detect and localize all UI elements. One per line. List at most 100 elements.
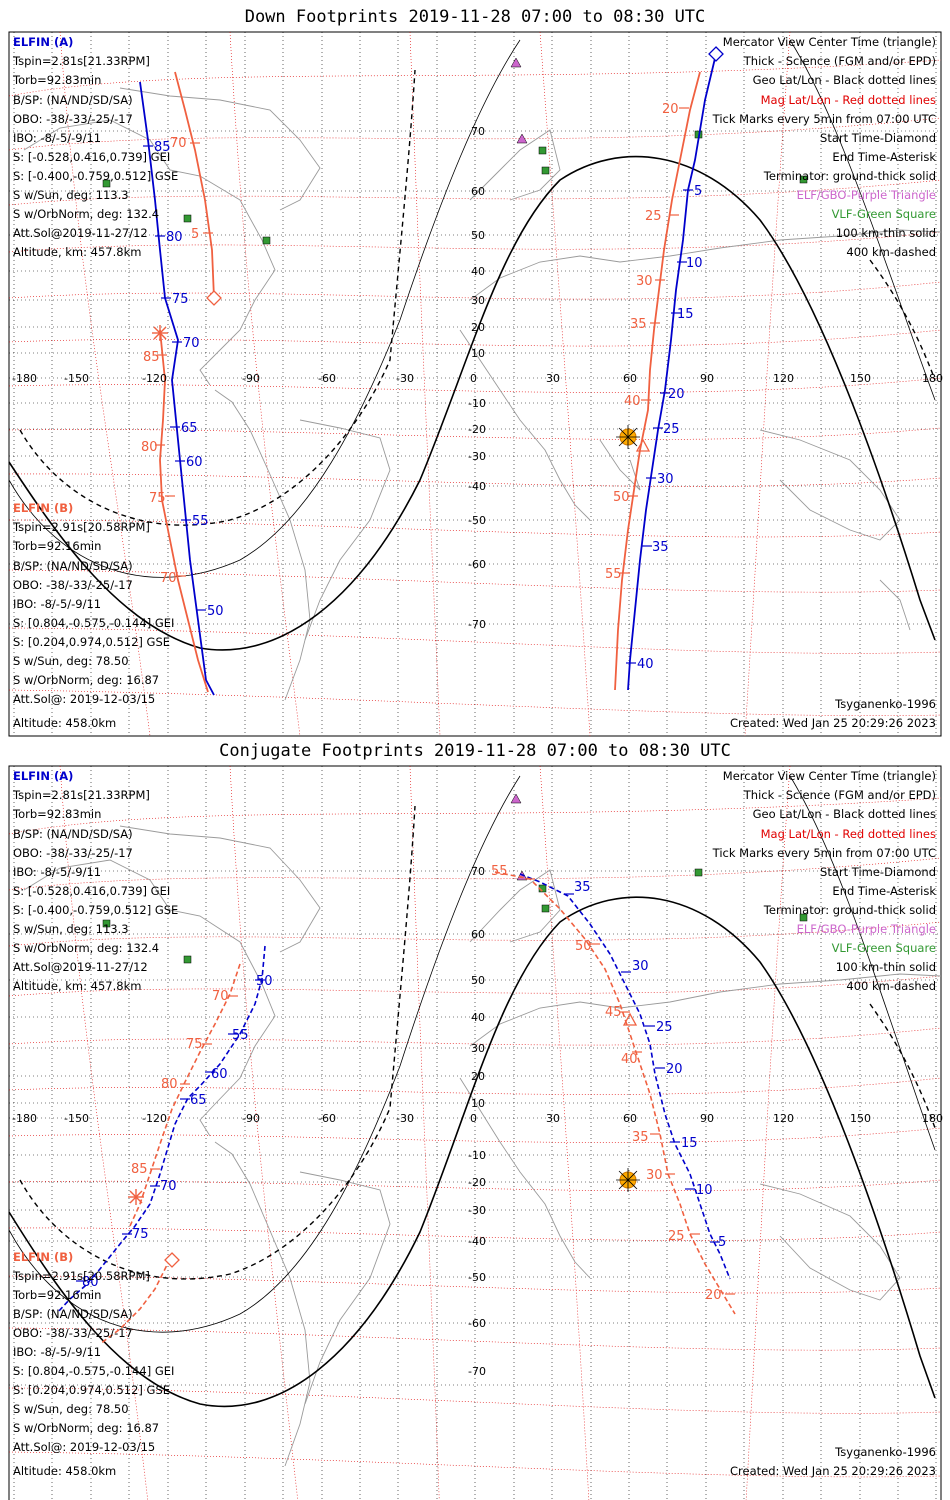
elfin-b-tick-label: 5	[191, 227, 199, 242]
info-line: Att.Sol@: 2019-12-03/15	[13, 692, 155, 706]
elfin-a-tick-label: 5	[718, 1235, 726, 1250]
elfin-a-name: ELFIN (A)	[13, 769, 73, 783]
elfin-a-tick-label: 35	[574, 880, 591, 895]
elfin-b-info: ELFIN (B) Tspin=2.91s[20.58RPM] Torb=92.…	[12, 501, 174, 730]
lat-label: 60	[471, 185, 485, 198]
elfin-b-tick-label: 75	[149, 491, 166, 506]
lat-label: -30	[468, 1204, 486, 1217]
elfin-a-ticks	[76, 893, 720, 1282]
info-line: Altitude, km: 457.8km	[13, 245, 141, 259]
elfin-a-tick-label: 10	[686, 256, 703, 271]
terminator-100km-east	[789, 775, 936, 1151]
elfin-b-tick-label: 45	[605, 1005, 622, 1020]
lat-label: 30	[471, 1042, 485, 1055]
info-line: IBO: -8/-5/-9/11	[13, 1345, 101, 1359]
lon-label: -60	[318, 1112, 336, 1125]
elfin-b-tick-label: 30	[646, 1168, 663, 1183]
lon-label: 150	[850, 372, 871, 385]
lon-label: 120	[773, 372, 794, 385]
info-line: S: [-0.528,0.416,0.739] GEI	[13, 884, 170, 898]
panel-title: Down Footprints 2019-11-28 07:00 to 08:3…	[245, 7, 706, 27]
legend-item: Geo Lat/Lon - Black dotted lines	[753, 73, 936, 87]
lat-label: 20	[471, 321, 485, 334]
lat-label: -70	[468, 618, 486, 631]
elfin-a-tick-label: 20	[666, 1062, 683, 1077]
info-line: S w/Sun, deg: 113.3	[13, 922, 129, 936]
elfin-b-tick-label: 25	[645, 209, 662, 224]
legend-item: ELF/GBO-Purple Triangle	[797, 188, 936, 202]
info-line: Torb=92.83min	[12, 73, 101, 87]
elfin-b-tick-label: 70	[160, 571, 177, 586]
info-line: S: [0.204,0.974,0.512] GSE	[13, 635, 170, 649]
elfin-b-ticks	[150, 878, 735, 1295]
elfin-b-start-diamond	[206, 290, 222, 306]
geo-grid-longitudes	[13, 32, 937, 736]
legend-item: ELF/GBO-Purple Triangle	[797, 922, 936, 936]
info-line: IBO: -8/-5/-9/11	[13, 131, 101, 145]
mag-grid	[8, 765, 942, 1500]
lat-tick-labels: 70 60 50 40 30 20 10 0 -10 -20 -30 -40 -…	[468, 865, 486, 1378]
info-line: Altitude: 458.0km	[13, 1464, 116, 1478]
terminator-400km	[19, 69, 416, 526]
elfin-b-end-asterisk	[152, 325, 168, 341]
elfin-b-tick-label: 55	[605, 567, 622, 582]
legend-item: Terminator: ground-thick solid	[763, 169, 936, 183]
elfin-b-tick-label: 50	[613, 490, 630, 505]
legend-item: End Time-Asterisk	[832, 884, 936, 898]
elfin-a-tick-label: 30	[632, 959, 649, 974]
elfin-b-time-labels: 70 75 80 85 55 50 45 40 35 30 25 20	[131, 864, 722, 1303]
lon-label: 30	[546, 372, 560, 385]
lon-tick-labels: -180 -150 -120 -90 -60 -30 0 30 60 90 12…	[12, 1112, 943, 1125]
elfin-b-tick-label: 20	[662, 102, 679, 117]
lon-label: -120	[142, 1112, 167, 1125]
info-line: Att.Sol@: 2019-12-03/15	[13, 1440, 155, 1454]
info-line: S w/Sun, deg: 78.50	[13, 654, 129, 668]
lon-label: -150	[64, 372, 89, 385]
lon-label: -30	[396, 1112, 414, 1125]
terminator-100km-east	[789, 39, 936, 401]
elfin-a-start-diamond	[708, 46, 724, 62]
lat-label: 10	[471, 1097, 485, 1110]
info-line: Altitude, km: 457.8km	[13, 979, 141, 993]
legend-item: Start Time-Diamond	[820, 865, 936, 879]
elfin-a-tick-label: 85	[154, 140, 171, 155]
info-line: Tspin=2.91s[20.58RPM]	[12, 1269, 150, 1283]
lat-label: -50	[468, 1271, 486, 1284]
info-line: B/SP: (NA/ND/SD/SA)	[13, 1307, 133, 1321]
lat-label: 70	[471, 865, 485, 878]
elfin-a-track	[57, 873, 731, 1313]
elfin-a-time-labels: 85 80 75 70 65 60 55 50 5 10 15 20 25 30…	[154, 140, 703, 672]
lon-label: -150	[64, 1112, 89, 1125]
elfin-b-track	[159, 71, 701, 693]
lat-tick-labels: 70 60 50 40 30 20 10 0 -10 -20 -30 -40 -…	[468, 125, 486, 631]
vlf-stations	[102, 868, 808, 964]
terminator-100km	[8, 775, 521, 1333]
legend-item: 400 km-dashed	[846, 245, 936, 259]
info-line: Att.Sol@2019-11-27/12	[13, 226, 148, 240]
elfin-b-tick-label: 80	[141, 440, 158, 455]
lat-label: 60	[471, 928, 485, 941]
elfin-a-tick-label: 80	[166, 230, 183, 245]
legend-item: VLF-Green Square	[832, 941, 936, 955]
info-line: S: [0.804,-0.575,-0.144] GEI	[13, 616, 174, 630]
info-line: Tspin=2.81s[21.33RPM]	[12, 788, 150, 802]
lat-label: 50	[471, 974, 485, 987]
coastlines	[23, 87, 942, 701]
info-line: OBO: -38/-33/-25/-17	[13, 846, 133, 860]
legend: Mercator View Center Time (triangle) Thi…	[712, 769, 937, 993]
lat-label: -10	[468, 1149, 486, 1162]
info-line: Torb=92.83min	[12, 807, 101, 821]
elfin-b-tick-label: 75	[186, 1037, 203, 1052]
legend-item: Thick - Science (FGM and/or EPD)	[743, 54, 936, 68]
legend-item: Mag Lat/Lon - Red dotted lines	[761, 827, 936, 841]
elfin-b-tick-label: 55	[491, 864, 508, 879]
legend-item: Terminator: ground-thick solid	[763, 903, 936, 917]
lon-label: 0	[470, 1112, 477, 1125]
lon-label: -90	[242, 372, 260, 385]
lat-label: 70	[471, 125, 485, 138]
elfin-a-tick-label: 60	[211, 1067, 228, 1082]
elfin-b-track	[99, 871, 736, 1345]
elfin-b-start-diamond	[164, 1252, 180, 1268]
sun-marker	[616, 425, 640, 449]
elfin-a-tick-label: 30	[657, 472, 674, 487]
